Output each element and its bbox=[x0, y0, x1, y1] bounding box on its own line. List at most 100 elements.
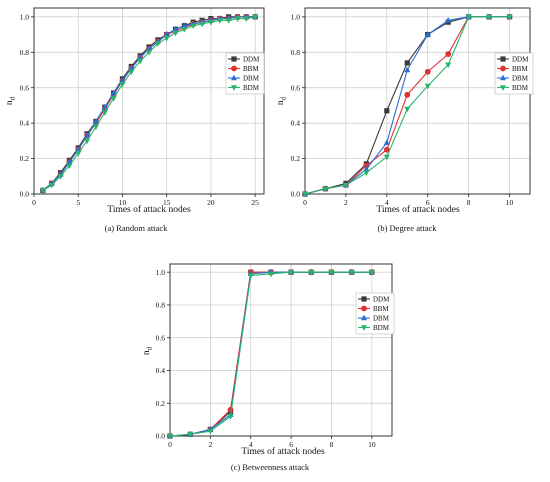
data-point bbox=[234, 16, 241, 23]
data-point bbox=[445, 17, 452, 23]
x-tick-label: 4 bbox=[249, 440, 253, 449]
data-point bbox=[207, 428, 214, 435]
data-point bbox=[302, 191, 308, 198]
legend-label: BBM bbox=[373, 305, 389, 313]
data-point bbox=[92, 124, 99, 131]
data-point bbox=[128, 69, 135, 76]
series-bdm bbox=[39, 14, 259, 194]
data-point bbox=[75, 151, 82, 157]
series-line bbox=[304, 16, 510, 195]
y-axis-label: nd bbox=[142, 346, 154, 355]
data-point bbox=[187, 432, 194, 438]
x-tick-label: 0 bbox=[303, 198, 307, 207]
y-tick-label: 0.6 bbox=[291, 83, 301, 92]
series-ddm bbox=[40, 14, 258, 194]
x-tick-label: 10 bbox=[368, 440, 376, 449]
legend-marker bbox=[231, 65, 237, 72]
series-line bbox=[304, 16, 510, 195]
plot-frame bbox=[304, 7, 531, 195]
series-line bbox=[42, 16, 256, 191]
chart-a: 0 5 10 15 20 25 0.0 0.2 0.4 0.6 0.8 1.0 Times of att… bbox=[5, 7, 265, 233]
series-line bbox=[169, 271, 372, 437]
legend-label: DBM bbox=[373, 315, 390, 323]
y-tick-label: 0.6 bbox=[156, 333, 166, 342]
data-point bbox=[84, 138, 91, 145]
plot-frame bbox=[169, 263, 393, 437]
data-point bbox=[445, 62, 452, 69]
x-tick-label: 0 bbox=[168, 440, 172, 449]
data-point bbox=[383, 154, 390, 161]
series-line bbox=[42, 16, 256, 191]
x-tick-label: 15 bbox=[163, 198, 171, 207]
x-tick-label: 8 bbox=[467, 198, 471, 207]
data-point bbox=[146, 50, 152, 56]
y-tick-label: 0.8 bbox=[20, 48, 30, 57]
series-bbm bbox=[39, 13, 259, 194]
data-point bbox=[383, 146, 390, 153]
data-point bbox=[110, 96, 117, 102]
data-point bbox=[404, 106, 411, 113]
data-point bbox=[84, 132, 91, 138]
data-point bbox=[247, 273, 254, 279]
x-tick-label: 5 bbox=[76, 198, 80, 207]
series-bdm bbox=[302, 14, 513, 198]
legend-label: DBM bbox=[243, 75, 260, 83]
data-point bbox=[172, 25, 179, 32]
y-tick-label: 0.4 bbox=[156, 366, 166, 375]
data-point bbox=[424, 83, 431, 90]
data-point bbox=[101, 103, 108, 110]
y-tick-label: 0.8 bbox=[156, 301, 166, 310]
y-tick-label: 0.8 bbox=[291, 48, 301, 57]
data-point bbox=[368, 269, 375, 276]
x-tick-label: 10 bbox=[119, 198, 127, 207]
x-axis-label: Times of attack nodes bbox=[376, 204, 460, 215]
series-line bbox=[169, 271, 372, 437]
data-point bbox=[154, 41, 161, 47]
plot-frame bbox=[33, 7, 265, 195]
x-tick-label: 0 bbox=[32, 198, 36, 207]
legend-marker bbox=[361, 296, 367, 302]
series-line bbox=[169, 271, 372, 437]
data-point bbox=[383, 139, 390, 145]
legend-label: BBM bbox=[512, 65, 528, 73]
data-point bbox=[137, 58, 144, 65]
x-tick-label: 10 bbox=[506, 198, 514, 207]
chart-caption: (a) Random attack bbox=[105, 223, 169, 233]
y-tick-label: 0.2 bbox=[291, 154, 301, 163]
y-tick-label: 1.0 bbox=[291, 12, 301, 21]
x-axis-label: Times of attack nodes bbox=[241, 446, 325, 457]
y-tick-label: 0.2 bbox=[20, 154, 30, 163]
data-point bbox=[172, 30, 179, 37]
y-tick-label: 0.6 bbox=[20, 83, 30, 92]
data-point bbox=[308, 269, 315, 276]
data-point bbox=[163, 31, 170, 37]
series-line bbox=[304, 16, 510, 195]
legend-label: DBM bbox=[512, 75, 529, 83]
legend-marker bbox=[500, 65, 506, 72]
legend-label: BDM bbox=[243, 84, 260, 92]
y-tick-label: 0.4 bbox=[291, 119, 301, 128]
series-dbm bbox=[167, 268, 375, 439]
legend-marker bbox=[231, 85, 237, 91]
series-ddm bbox=[167, 269, 375, 439]
data-point bbox=[424, 31, 431, 37]
legend-marker bbox=[231, 74, 237, 81]
data-point bbox=[424, 68, 431, 75]
x-tick-label: 2 bbox=[344, 198, 348, 207]
data-point bbox=[57, 174, 64, 180]
legend-label: DDM bbox=[243, 56, 260, 64]
y-tick-label: 0.0 bbox=[156, 432, 166, 441]
legend-marker bbox=[500, 56, 506, 62]
x-tick-label: 6 bbox=[426, 198, 430, 207]
legend-marker bbox=[361, 314, 367, 321]
legend-marker bbox=[500, 74, 506, 81]
data-point bbox=[404, 91, 411, 98]
data-point bbox=[486, 14, 493, 21]
data-point bbox=[128, 64, 135, 71]
series-line bbox=[42, 16, 256, 191]
legend-label: BDM bbox=[512, 84, 529, 92]
data-point bbox=[252, 14, 259, 21]
